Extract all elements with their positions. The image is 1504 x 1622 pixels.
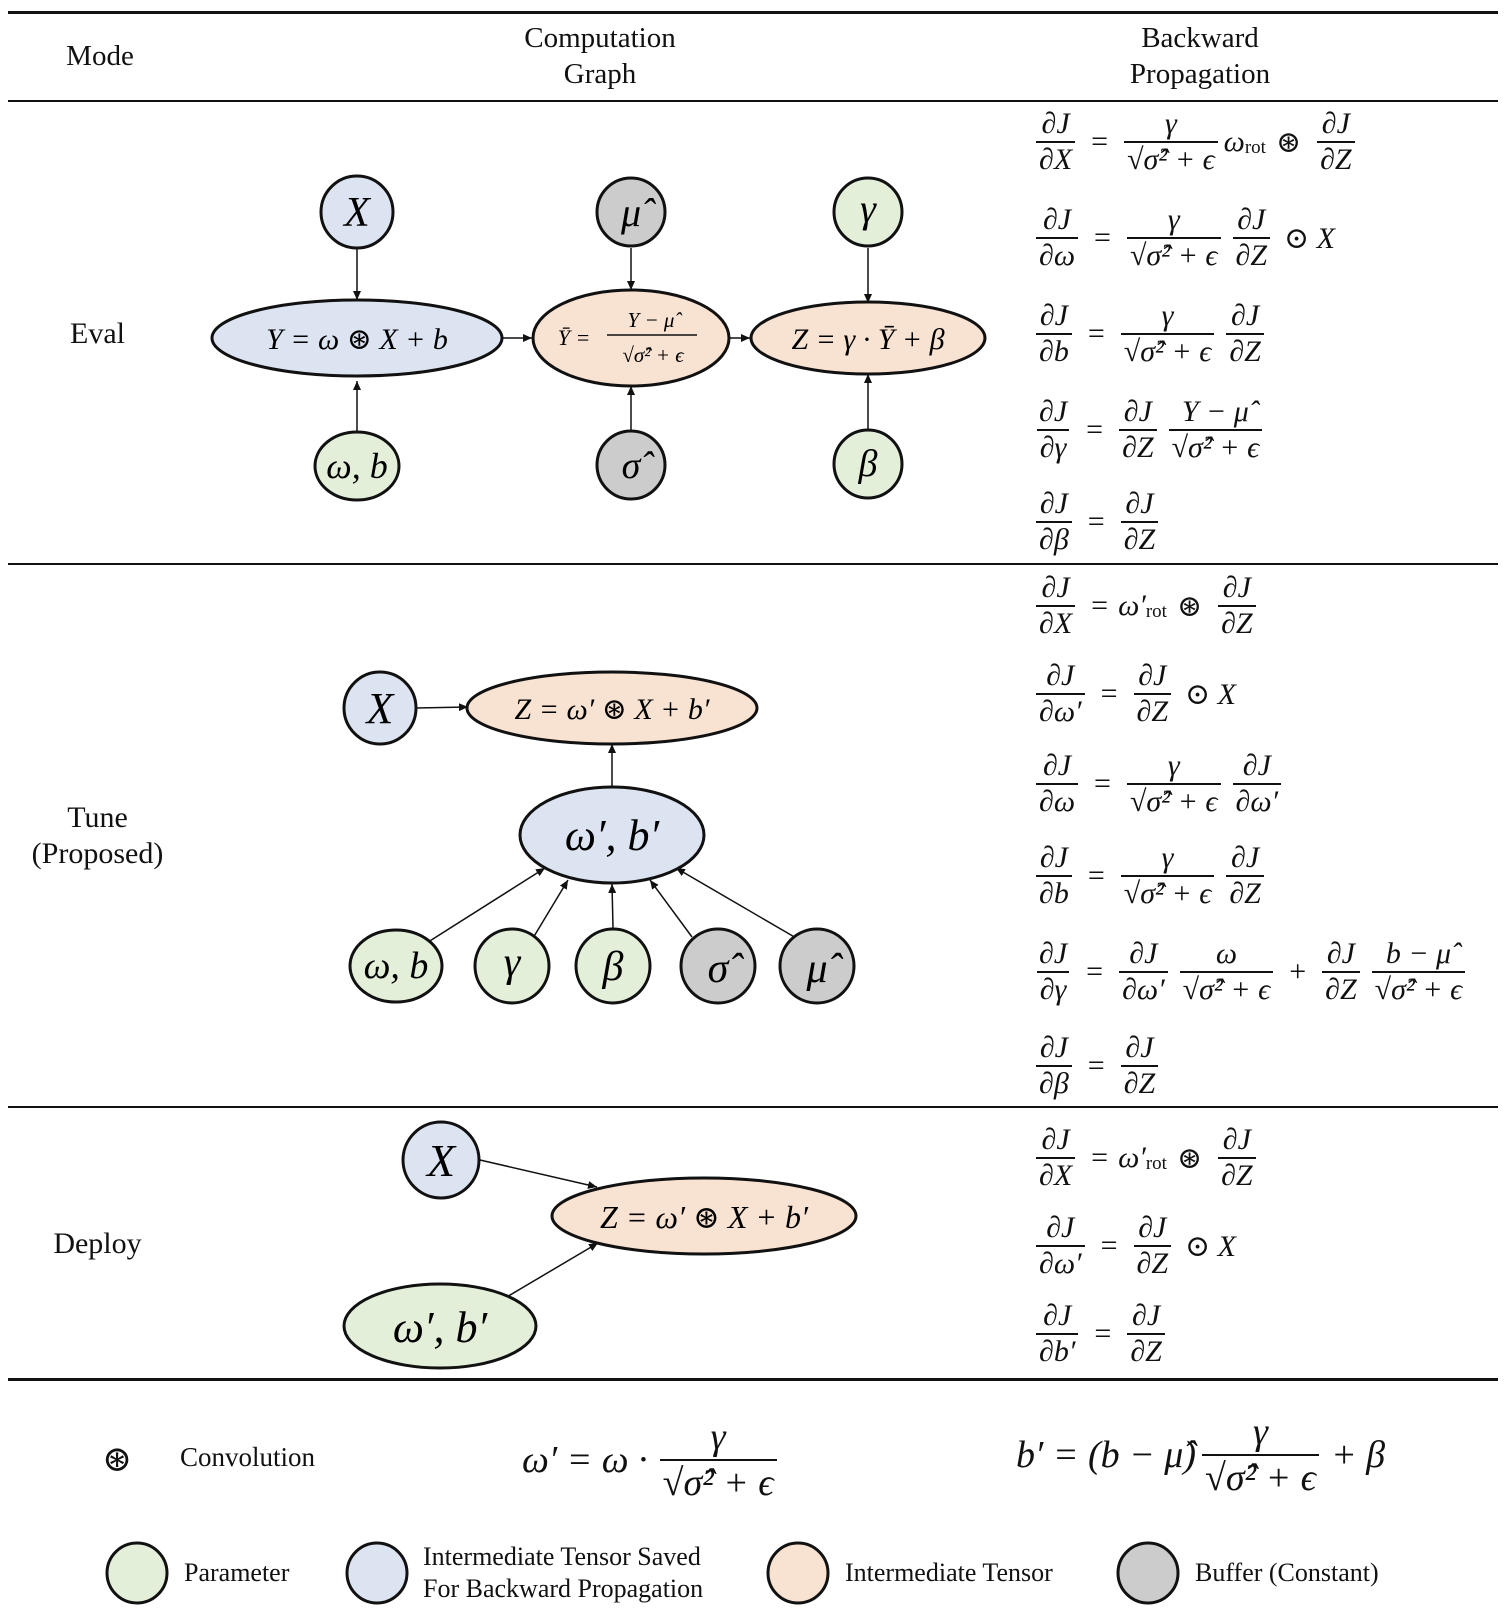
table-top-rule [8, 11, 1498, 14]
eval-z-node [749, 300, 987, 376]
tune-eq-dbeta: ∂J ∂β = ∂J ∂Z [1030, 1026, 1164, 1106]
tune-beta-node [574, 927, 652, 1005]
deploy-x-label: X [425, 1135, 457, 1186]
eval-eq-db: ∂J ∂b = γ √σ̂² + ϵ ∂J ∂Z [1030, 294, 1270, 374]
tune-sigma-node [679, 927, 757, 1005]
eval-ybar-num: Y − μ̂ [628, 308, 683, 332]
tune-wb-label: ω, b [364, 945, 429, 987]
legend-intermediate-label: Intermediate Tensor [845, 1558, 1053, 1587]
tune-deploy-rule [8, 1106, 1498, 1108]
header-backward-propagation: Backward Propagation [1129, 22, 1271, 90]
table-bottom-rule [8, 1378, 1498, 1381]
header-rule [8, 100, 1498, 102]
tune-eq-dgamma: ∂J ∂γ = ∂J ∂ω′ ω √σ̂² + ϵ + ∂J ∂Z b − μ̂ √σ̂²… [1030, 932, 1471, 1012]
tune-z-node [465, 670, 759, 746]
tune-eq-dx: ∂J ∂X = ω′ rot ⊛ ∂J ∂Z [1030, 566, 1262, 646]
deploy-graph: X Z = ω′ ⊛ X + b′ ω′, b′ [342, 1120, 858, 1370]
tune-eq-domega-prime: ∂J ∂ω′ = ∂J ∂Z ⊙ X [1030, 654, 1236, 734]
mode-tune: Tune (Proposed) [31, 801, 164, 870]
tune-wb-prime-node [518, 785, 706, 885]
tune-beta-label: β [602, 944, 624, 990]
deploy-z-label: Z = ω′ ⊛ X + b′ [600, 1199, 809, 1235]
mode-eval: Eval [70, 317, 125, 350]
eval-y-node [210, 298, 504, 378]
tune-graph: X Z = ω′ ⊛ X + b′ ω′, b′ ω, b γ β σ̂ μ̂ [342, 670, 856, 1005]
legend-buffer-label: Buffer (Constant) [1195, 1558, 1379, 1587]
tune-wb-prime-label: ω′, b′ [565, 811, 661, 860]
b-prime-definition: b′ = (b − μ̂) γ √σ̂² + ϵ + β [1016, 1411, 1386, 1499]
eval-z-label: Z = γ · Ȳ + β [791, 323, 944, 356]
eval-mu-node [595, 176, 667, 248]
tune-wb-node [348, 928, 444, 1004]
tune-eq-domega: ∂J ∂ω = γ √σ̂² + ϵ ∂J ∂ω′ [1030, 744, 1287, 824]
legend-swatches [105, 1541, 1180, 1605]
eval-x-node [319, 174, 395, 250]
eval-y-label: Y = ω ⊛ X + b [266, 323, 448, 356]
tune-gamma-node [473, 927, 551, 1005]
tune-z-label: Z = ω′ ⊛ X + b′ [515, 693, 710, 726]
legend-buffer-swatch [1116, 1541, 1180, 1605]
deploy-wb-prime-label: ω′, b′ [393, 1303, 489, 1352]
eval-eq-dx: ∂J ∂X = γ √σ̂² + ϵ ω rot ⊛ ∂J ∂Z [1030, 102, 1361, 182]
legend-parameter-swatch [105, 1541, 169, 1605]
tune-x-label: X [365, 684, 396, 733]
convolution-label: Convolution [180, 1442, 316, 1472]
mode-deploy: Deploy [53, 1227, 142, 1260]
w-prime-definition: ω′ = ω · γ √σ̂² + ϵ [522, 1405, 783, 1515]
deploy-x-node [401, 1120, 481, 1200]
tune-mu-node [778, 927, 856, 1005]
legend-saved-label: Intermediate Tensor Saved For Backward P… [423, 1542, 704, 1603]
eval-beta-label: β [858, 443, 878, 485]
header-mode: Mode [66, 40, 134, 72]
eval-gamma-node [832, 176, 904, 248]
deploy-eq-dx: ∂J ∂X = ω′ rot ⊛ ∂J ∂Z [1030, 1118, 1262, 1198]
deploy-wb-prime-node [342, 1282, 538, 1370]
eval-graph: X μ̂ γ ω, b σ̂ β Y = ω ⊛ X + b Ȳ = Y − μ… [210, 174, 987, 502]
eval-x-label: X [342, 190, 372, 236]
eval-wb-node [313, 430, 401, 502]
eval-eq-dbeta: ∂J ∂β = ∂J ∂Z [1030, 482, 1164, 562]
tune-eq-db: ∂J ∂b = γ √σ̂² + ϵ ∂J ∂Z [1030, 836, 1270, 916]
eval-ybar-node [531, 288, 731, 388]
eval-gamma-label: γ [860, 186, 877, 231]
eval-tune-rule [8, 563, 1498, 565]
eval-beta-node [832, 428, 904, 500]
legend-saved-swatch [345, 1541, 409, 1605]
deploy-z-node [550, 1176, 858, 1256]
deploy-eq-domega-prime: ∂J ∂ω′ = ∂J ∂Z ⊙ X [1030, 1206, 1236, 1286]
deploy-eq-db-prime: ∂J ∂b′ = ∂J ∂Z [1030, 1294, 1171, 1374]
eval-ybar-lhs: Ȳ = [558, 325, 591, 350]
eval-wb-label: ω, b [326, 446, 387, 486]
eval-sigma-node [595, 429, 667, 501]
header-computation-graph: Computation Graph [524, 22, 676, 90]
legend-intermediate-swatch [766, 1541, 830, 1605]
eval-eq-domega: ∂J ∂ω = γ √σ̂² + ϵ ∂J ∂Z ⊙ X [1030, 198, 1335, 278]
legend-parameter-label: Parameter [184, 1558, 290, 1587]
tune-x-node [342, 670, 418, 746]
eval-eq-dgamma: ∂J ∂γ = ∂J ∂Z Y − μ̂ √σ̂² + ϵ [1030, 390, 1268, 470]
eval-ybar-den: √σ̂² + ϵ [622, 343, 685, 367]
convolution-symbol: ⊛ [102, 1439, 133, 1479]
tune-gamma-label: γ [504, 940, 522, 986]
